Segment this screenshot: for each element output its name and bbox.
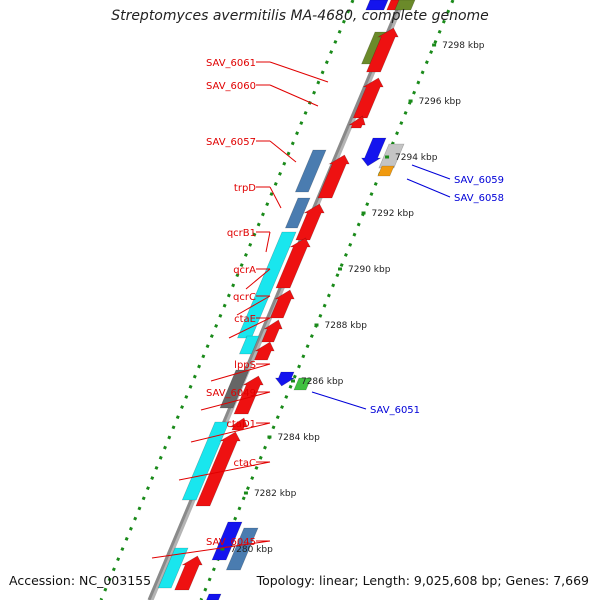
blue-gene-feature (360, 137, 387, 167)
steel-gene-feature (294, 149, 327, 193)
scale-label: 7290 kbp (348, 265, 391, 275)
gene-label: SAV_6057 (206, 137, 256, 148)
steel-gene-feature (225, 527, 259, 571)
scale-label: 7292 kbp (372, 209, 415, 219)
red-gene-feature (269, 289, 295, 319)
label-leader (269, 140, 297, 163)
gene-label: ctaD1 (226, 419, 256, 430)
light-gray_gene-feature (378, 143, 405, 169)
green-gene-feature (293, 377, 312, 391)
blue-gene-feature (274, 371, 296, 387)
gene-label: qcrA (233, 265, 256, 276)
gene-label: ctaC (233, 458, 256, 469)
map-title: Streptomyces avermitilis MA-4680, comple… (111, 8, 489, 24)
gene-label: SAV_6045 (206, 537, 256, 548)
label-leader (210, 363, 271, 382)
scale-label: 7288 kbp (325, 321, 368, 331)
red-gene-feature (317, 154, 350, 199)
red-gene-feature (366, 27, 399, 73)
red-gene-feature (348, 115, 366, 129)
scale-label: 7298 kbp (442, 41, 485, 51)
label-leader (178, 461, 271, 481)
label-leader (200, 391, 271, 411)
label-leader (411, 164, 451, 180)
scale-label: 7296 kbp (419, 97, 462, 107)
blue-gene-feature (211, 521, 243, 561)
red-gene-feature (195, 431, 241, 507)
gene-label: SAV_6059 (454, 175, 504, 186)
topology-label: Topology: linear; Length: 9,025,608 bp; … (256, 573, 589, 588)
red-gene-feature (261, 319, 283, 343)
backbone-line (147, 0, 403, 600)
label-leader (265, 231, 271, 253)
red-gene-feature (352, 77, 384, 119)
olive-gene-feature (394, 0, 416, 11)
gene-label: qcrC (233, 292, 256, 303)
gene-label: SAV_6061 (206, 58, 256, 69)
red-gene-feature (295, 203, 325, 241)
cyan-gene-feature (181, 421, 230, 501)
gene-label: lppS (234, 360, 256, 371)
label-leader (269, 61, 329, 83)
label-leader (245, 268, 271, 290)
gray-gene-feature (219, 369, 250, 409)
gene-label: SAV_6049 (206, 388, 256, 399)
gene-label: SAV_6051 (370, 405, 420, 416)
scale-label: 7280 kbp (230, 545, 273, 555)
label-leader (151, 540, 271, 559)
red-gene-feature (233, 375, 264, 415)
label-leader (406, 178, 451, 198)
scale-label: 7294 kbp (395, 153, 438, 163)
red-gene-feature (275, 237, 311, 289)
accession-label: Accession: NC_003155 (9, 573, 152, 588)
scale-label: 7286 kbp (301, 377, 344, 387)
label-leader (269, 84, 319, 107)
gene-label: qcrB1 (227, 228, 256, 239)
cyan-gene-feature (238, 335, 260, 355)
gene-label: SAV_6058 (454, 193, 504, 204)
label-leader (228, 317, 271, 339)
gene-label: SAV_6060 (206, 81, 256, 92)
gene-label: ctaE (234, 314, 256, 325)
orange-gene-feature (377, 165, 395, 177)
blue-gene-feature (206, 593, 222, 600)
scale-label: 7284 kbp (277, 433, 320, 443)
label-leader (269, 186, 282, 209)
scale-label: 7282 kbp (254, 489, 297, 499)
label-leader (236, 295, 271, 316)
blue-gene-feature (365, 0, 389, 11)
red-gene-feature (174, 555, 203, 591)
gene-label: trpD (234, 183, 256, 194)
red-gene-feature (253, 341, 275, 361)
label-leader (311, 391, 367, 410)
steel-gene-feature (284, 197, 311, 229)
cyan-gene-feature (157, 547, 189, 589)
label-leader (190, 422, 271, 443)
